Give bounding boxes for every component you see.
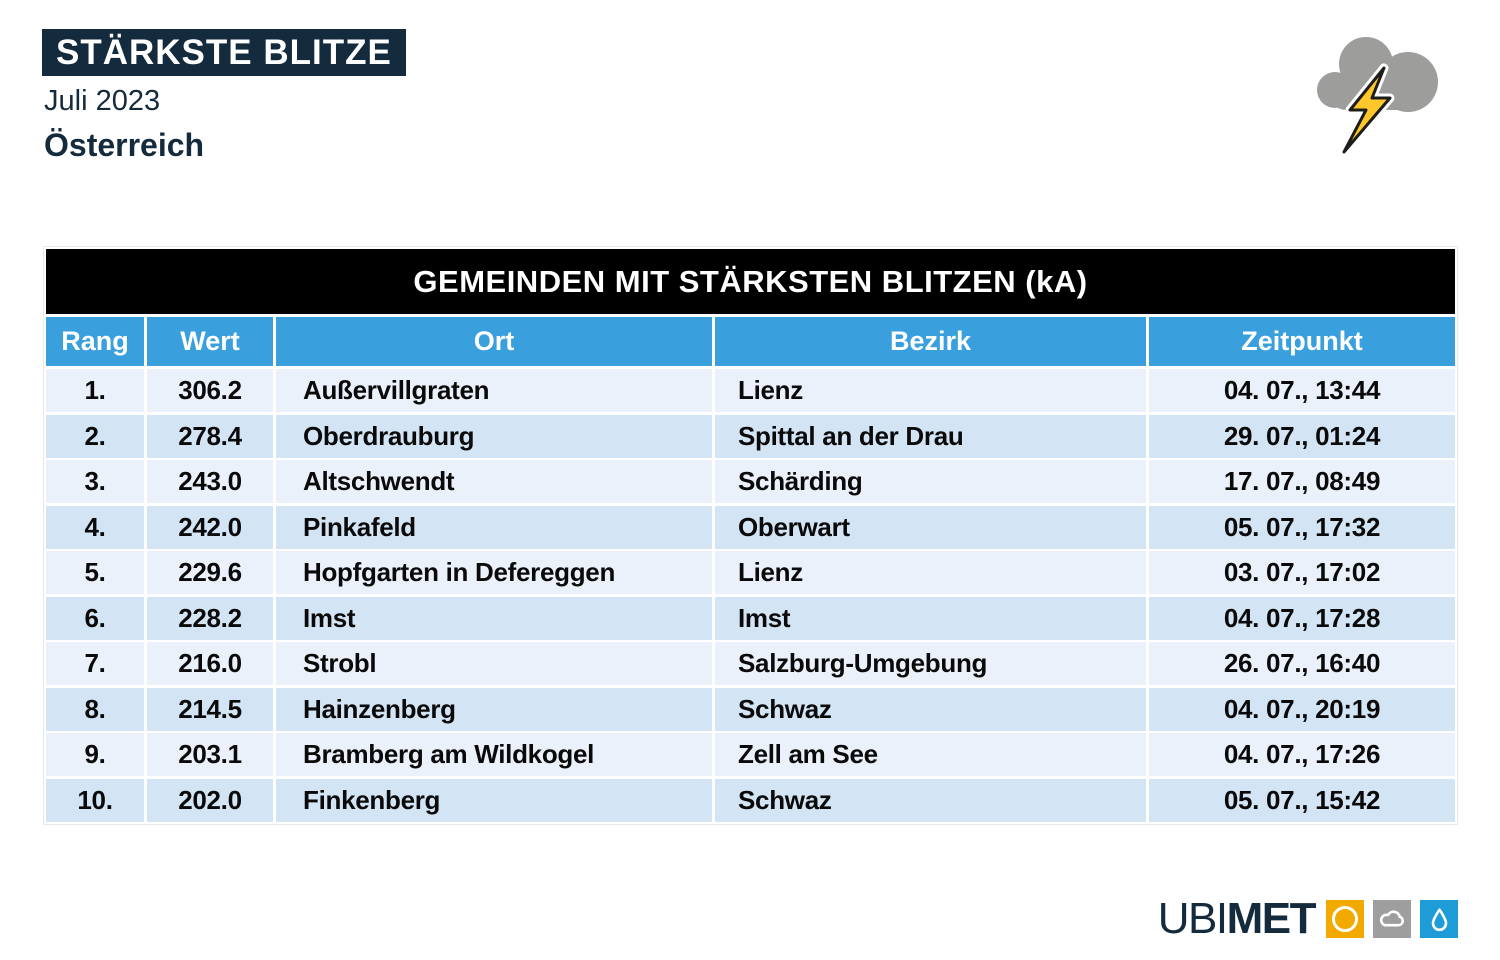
table-row: 1. 306.2 Außervillgraten Lienz 04. 07., … xyxy=(46,369,1455,412)
cell-wert: 243.0 xyxy=(147,460,273,503)
cell-rang: 6. xyxy=(46,596,144,640)
table-row: 10. 202.0 Finkenberg Schwaz 05. 07., 15:… xyxy=(46,778,1455,822)
page-title-badge: STÄRKSTE BLITZE xyxy=(42,29,406,76)
table-row: 5. 229.6 Hopfgarten in Defereggen Lienz … xyxy=(46,551,1455,594)
cloud-icon xyxy=(1373,900,1411,938)
cell-rang: 5. xyxy=(46,551,144,594)
cell-zeitpunkt: 04. 07., 13:44 xyxy=(1149,369,1455,412)
ubimet-logo: UBIMET xyxy=(1158,897,1458,941)
cell-zeitpunkt: 03. 07., 17:02 xyxy=(1149,551,1455,594)
cell-bezirk: Schwaz xyxy=(715,778,1146,822)
table-row: 2. 278.4 Oberdrauburg Spittal an der Dra… xyxy=(46,414,1455,458)
cell-bezirk: Schärding xyxy=(715,460,1146,503)
cell-zeitpunkt: 05. 07., 15:42 xyxy=(1149,778,1455,822)
column-header-bezirk: Bezirk xyxy=(715,317,1146,366)
cell-rang: 8. xyxy=(46,687,144,731)
table-title: GEMEINDEN MIT STÄRKSTEN BLITZEN (kA) xyxy=(46,249,1455,314)
cell-zeitpunkt: 04. 07., 20:19 xyxy=(1149,687,1455,731)
cell-wert: 202.0 xyxy=(147,778,273,822)
cell-rang: 1. xyxy=(46,369,144,412)
subtitle-region: Österreich xyxy=(44,127,205,163)
cell-zeitpunkt: 04. 07., 17:26 xyxy=(1149,733,1455,776)
storm-cloud-lightning-icon xyxy=(1308,22,1453,169)
cell-bezirk: Schwaz xyxy=(715,687,1146,731)
column-header-rang: Rang xyxy=(46,317,144,366)
cell-zeitpunkt: 04. 07., 17:28 xyxy=(1149,596,1455,640)
cell-ort: Bramberg am Wildkogel xyxy=(276,733,712,776)
ubimet-wordmark: UBIMET xyxy=(1158,897,1317,941)
cell-wert: 203.1 xyxy=(147,733,273,776)
cell-ort: Pinkafeld xyxy=(276,505,712,549)
cell-bezirk: Zell am See xyxy=(715,733,1146,776)
cell-bezirk: Salzburg-Umgebung xyxy=(715,642,1146,685)
cell-wert: 278.4 xyxy=(147,414,273,458)
cell-wert: 229.6 xyxy=(147,551,273,594)
brand-bold: MET xyxy=(1226,894,1317,943)
table-body: 1. 306.2 Außervillgraten Lienz 04. 07., … xyxy=(46,369,1455,822)
cell-zeitpunkt: 26. 07., 16:40 xyxy=(1149,642,1455,685)
cell-rang: 3. xyxy=(46,460,144,503)
table-header-row: Rang Wert Ort Bezirk Zeitpunkt xyxy=(46,317,1455,366)
cell-ort: Hainzenberg xyxy=(276,687,712,731)
cell-ort: Altschwendt xyxy=(276,460,712,503)
cell-rang: 2. xyxy=(46,414,144,458)
cell-ort: Außervillgraten xyxy=(276,369,712,412)
cell-zeitpunkt: 17. 07., 08:49 xyxy=(1149,460,1455,503)
column-header-zeitpunkt: Zeitpunkt xyxy=(1149,317,1455,366)
cell-rang: 7. xyxy=(46,642,144,685)
cell-ort: Hopfgarten in Defereggen xyxy=(276,551,712,594)
column-header-ort: Ort xyxy=(276,317,712,366)
cell-rang: 9. xyxy=(46,733,144,776)
cell-ort: Strobl xyxy=(276,642,712,685)
table-row: 9. 203.1 Bramberg am Wildkogel Zell am S… xyxy=(46,733,1455,776)
cell-ort: Imst xyxy=(276,596,712,640)
cell-wert: 214.5 xyxy=(147,687,273,731)
table-row: 3. 243.0 Altschwendt Schärding 17. 07., … xyxy=(46,460,1455,503)
droplet-icon xyxy=(1420,900,1458,938)
cell-bezirk: Lienz xyxy=(715,551,1146,594)
cell-rang: 4. xyxy=(46,505,144,549)
cell-bezirk: Spittal an der Drau xyxy=(715,414,1146,458)
cell-bezirk: Oberwart xyxy=(715,505,1146,549)
cell-wert: 228.2 xyxy=(147,596,273,640)
cell-ort: Finkenberg xyxy=(276,778,712,822)
cell-zeitpunkt: 29. 07., 01:24 xyxy=(1149,414,1455,458)
table-row: 7. 216.0 Strobl Salzburg-Umgebung 26. 07… xyxy=(46,642,1455,685)
table-row: 4. 242.0 Pinkafeld Oberwart 05. 07., 17:… xyxy=(46,505,1455,549)
cell-zeitpunkt: 05. 07., 17:32 xyxy=(1149,505,1455,549)
subtitle-month: Juli 2023 xyxy=(44,85,161,117)
cell-wert: 216.0 xyxy=(147,642,273,685)
cell-wert: 242.0 xyxy=(147,505,273,549)
strongest-lightning-table: GEMEINDEN MIT STÄRKSTEN BLITZEN (kA) Ran… xyxy=(43,246,1458,825)
table-row: 6. 228.2 Imst Imst 04. 07., 17:28 xyxy=(46,596,1455,640)
table-row: 8. 214.5 Hainzenberg Schwaz 04. 07., 20:… xyxy=(46,687,1455,731)
brand-regular: UBI xyxy=(1157,894,1228,943)
cell-bezirk: Lienz xyxy=(715,369,1146,412)
cell-ort: Oberdrauburg xyxy=(276,414,712,458)
sun-icon xyxy=(1326,900,1364,938)
column-header-wert: Wert xyxy=(147,317,273,366)
logo-squares xyxy=(1326,900,1458,938)
cell-rang: 10. xyxy=(46,778,144,822)
cell-wert: 306.2 xyxy=(147,369,273,412)
cell-bezirk: Imst xyxy=(715,596,1146,640)
